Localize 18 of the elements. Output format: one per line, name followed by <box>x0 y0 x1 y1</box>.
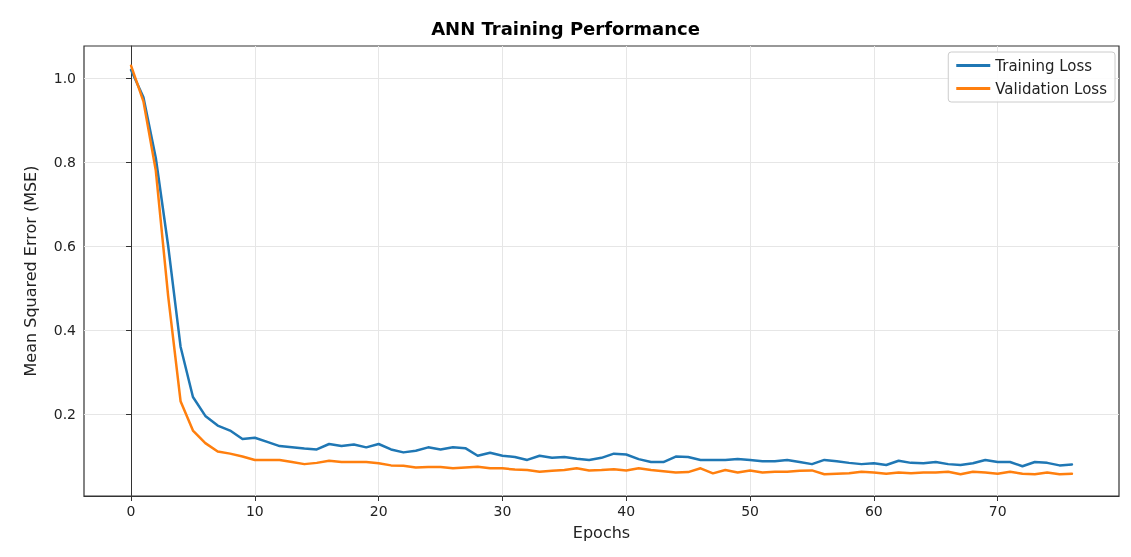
x-tick-label: 50 <box>741 503 759 519</box>
legend-label: Training Loss <box>994 56 1093 75</box>
x-tick-label: 40 <box>617 503 636 519</box>
y-axis-title: Mean Squared Error (MSE) <box>20 165 40 377</box>
x-axis-title: Epochs <box>572 522 631 542</box>
legend-label: Validation Loss <box>995 79 1108 98</box>
x-tick-label: 0 <box>126 503 136 519</box>
y-tick-label: 0.6 <box>53 238 77 255</box>
y-tick-label: 0.4 <box>53 321 77 338</box>
y-tick-label: 1.0 <box>53 70 76 87</box>
x-tick-label: 20 <box>369 503 388 519</box>
y-tick-label: 0.2 <box>53 405 76 422</box>
x-tick-label: 30 <box>493 503 512 519</box>
x-tick-label: 60 <box>864 503 883 519</box>
x-tick-label: 70 <box>988 503 1007 519</box>
x-tick-label: 10 <box>245 503 264 519</box>
chart-title: ANN Training Performance <box>431 17 700 39</box>
y-tick-label: 0.8 <box>53 154 76 171</box>
